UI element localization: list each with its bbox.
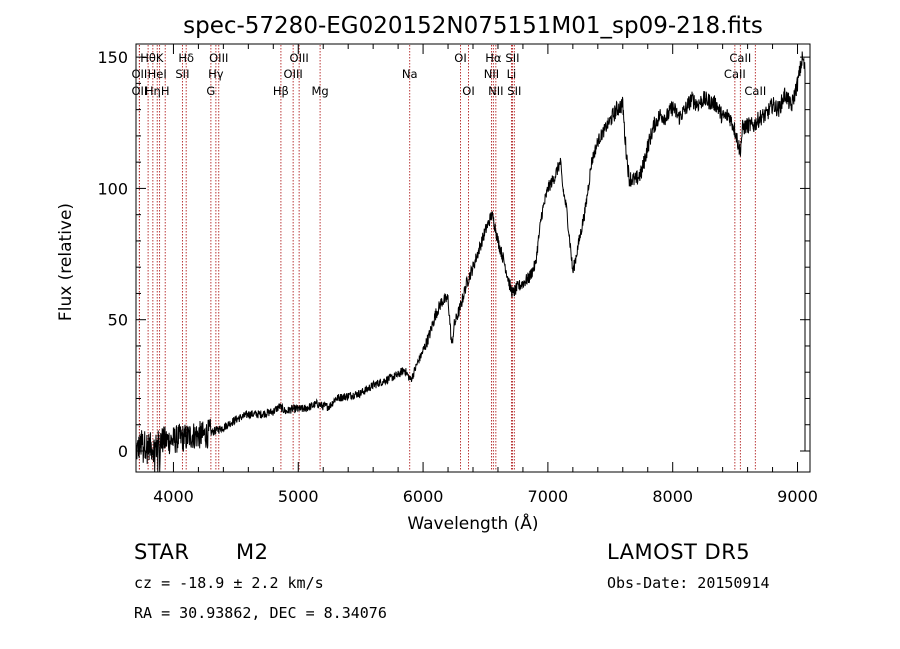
y-axis-label: Flux (relative) <box>56 203 76 321</box>
redshift-cz: cz = -18.9 ± 2.2 km/s <box>134 574 324 592</box>
emission-line-label-16: Na <box>402 67 418 81</box>
emission-line-label-10: Hγ <box>208 67 224 81</box>
emission-line-label-24: SII <box>507 84 521 98</box>
y-tick-label-0: 0 <box>118 442 128 461</box>
emission-line-label-22: Li <box>507 67 517 81</box>
emission-line-label-6: H <box>161 84 170 98</box>
emission-line-label-5: Hη <box>145 84 161 98</box>
emission-line-label-7: Hδ <box>178 51 194 65</box>
emission-line-label-4: K <box>156 51 164 65</box>
emission-line-label-2: OII <box>131 84 147 98</box>
emission-line-markers <box>138 45 756 471</box>
x-tick-label-4000: 4000 <box>153 487 194 506</box>
emission-line-label-25: CaII <box>724 67 746 81</box>
emission-line-label-13: OIII <box>290 51 309 65</box>
emission-line-label-17: OI <box>454 51 466 65</box>
emission-line-label-26: CaII <box>729 51 751 65</box>
emission-line-label-8: SII <box>175 67 189 81</box>
observation-date: Obs-Date: 20150914 <box>607 574 770 592</box>
y-axis: 0 50 100 150 <box>97 48 810 461</box>
emission-line-label-9: G <box>206 84 215 98</box>
x-axis: 4000 5000 6000 7000 8000 9000 <box>153 44 818 506</box>
spectrum-line <box>135 51 806 473</box>
chart-title: spec-57280-EG020152N075151M01_sp09-218.f… <box>183 13 763 39</box>
object-subclass: M2 <box>236 540 269 564</box>
emission-line-label-23: SII <box>505 51 519 65</box>
spectrum-chart: spec-57280-EG020152N075151M01_sp09-218.f… <box>56 13 818 534</box>
emission-line-label-19: NII <box>484 67 499 81</box>
y-tick-label-100: 100 <box>97 179 128 198</box>
x-axis-label: Wavelength (Å) <box>407 512 538 534</box>
x-tick-label-7000: 7000 <box>528 487 569 506</box>
y-tick-label-50: 50 <box>108 311 128 330</box>
emission-line-label-11: OIII <box>209 51 228 65</box>
x-tick-label-5000: 5000 <box>278 487 319 506</box>
ra-dec-coordinates: RA = 30.93862, DEC = 8.34076 <box>134 604 387 622</box>
x-tick-label-6000: 6000 <box>403 487 444 506</box>
emission-line-label-0: Hθ <box>140 51 156 65</box>
x-tick-label-8000: 8000 <box>652 487 693 506</box>
emission-line-label-3: HeI <box>148 67 167 81</box>
emission-line-label-15: Mg <box>311 84 328 98</box>
survey-name: LAMOST DR5 <box>607 540 751 564</box>
emission-line-label-18: OI <box>462 84 474 98</box>
emission-line-label-14: OIII <box>284 67 303 81</box>
y-tick-label-150: 150 <box>97 48 128 67</box>
emission-line-label-12: Hβ <box>273 84 289 98</box>
x-tick-label-9000: 9000 <box>777 487 818 506</box>
emission-line-label-20: Hα <box>485 51 502 65</box>
object-class: STAR <box>134 540 190 564</box>
emission-line-label-27: CaII <box>744 84 766 98</box>
emission-line-label-1: OII <box>131 67 147 81</box>
emission-line-label-21: NII <box>488 84 503 98</box>
